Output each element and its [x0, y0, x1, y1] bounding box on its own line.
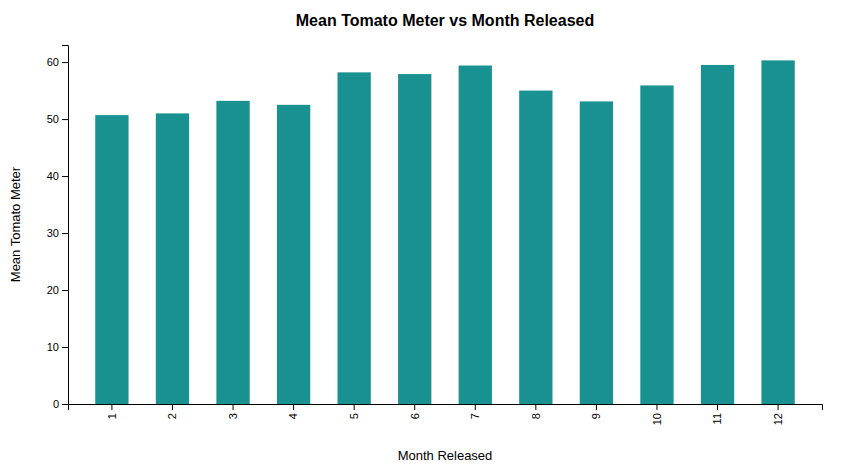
y-tick-label: 50: [47, 113, 59, 125]
y-axis-line: [62, 46, 69, 405]
y-axis-title: Mean Tomato Meter: [8, 166, 23, 282]
x-tick-mark: [778, 404, 779, 410]
x-tick-mark: [233, 404, 234, 410]
x-tick-label: 1: [106, 413, 118, 419]
y-tick-mark: [62, 404, 68, 405]
x-tick-label: 12: [772, 413, 784, 425]
y-tick-mark: [62, 347, 68, 348]
x-tick-mark: [293, 404, 294, 410]
y-tick-label: 20: [47, 284, 59, 296]
x-tick: 1: [106, 404, 118, 419]
y-tick: 60: [47, 56, 68, 68]
x-tick-label: 6: [409, 413, 421, 419]
y-tick-mark: [62, 176, 68, 177]
y-tick: 0: [53, 398, 68, 410]
bar: [95, 115, 128, 404]
bar: [277, 105, 310, 404]
bar: [519, 91, 552, 404]
y-tick-mark: [62, 62, 68, 63]
y-tick-label: 60: [47, 56, 59, 68]
x-tick: 8: [530, 404, 542, 419]
x-tick: 3: [227, 404, 239, 419]
x-tick-mark: [717, 404, 718, 410]
x-tick-label: 2: [166, 413, 178, 419]
x-tick-label: 9: [590, 413, 602, 419]
x-tick-mark: [535, 404, 536, 410]
y-tick-mark: [62, 290, 68, 291]
chart: 1234567891011120102030405060Mean Tomato …: [0, 0, 842, 472]
x-axis-line: [69, 405, 823, 411]
x-tick-mark: [656, 404, 657, 410]
title: Mean Tomato Meter vs Month Released: [296, 12, 594, 29]
bar: [761, 60, 794, 404]
y-tick: 40: [47, 170, 68, 182]
x-tick: 6: [409, 404, 421, 419]
x-tick: 7: [469, 404, 481, 419]
y-tick-label: 30: [47, 227, 59, 239]
x-tick-label: 10: [651, 413, 663, 425]
x-tick-label: 11: [711, 413, 723, 424]
x-tick: 10: [651, 404, 663, 425]
y-tick-mark: [62, 119, 68, 120]
y-tick-mark: [62, 233, 68, 234]
x-tick: 9: [590, 404, 602, 419]
bar: [338, 72, 371, 404]
x-tick-label: 7: [469, 413, 481, 419]
x-tick-label: 3: [227, 413, 239, 419]
x-tick-label: 8: [530, 413, 542, 419]
x-tick-mark: [354, 404, 355, 410]
x-tick: 4: [287, 404, 299, 419]
x-tick-mark: [111, 404, 112, 410]
y-tick: 50: [47, 113, 68, 125]
x-tick-mark: [596, 404, 597, 410]
x-tick-mark: [172, 404, 173, 410]
plot: 1234567891011120102030405060: [47, 46, 823, 426]
x-tick: 12: [772, 404, 784, 425]
bar: [459, 66, 492, 404]
y-tick-label: 0: [53, 398, 59, 410]
y-tick-label: 40: [47, 170, 59, 182]
bar: [640, 85, 673, 404]
y-tick: 20: [47, 284, 68, 296]
x-tick: 5: [348, 404, 360, 419]
bar: [156, 113, 189, 404]
bars: [95, 60, 794, 404]
x-tick-mark: [414, 404, 415, 410]
y-tick: 10: [47, 341, 68, 353]
y-tick-label: 10: [47, 341, 59, 353]
x-tick-mark: [475, 404, 476, 410]
x-axis: 123456789101112: [69, 404, 823, 425]
x-tick: 2: [166, 404, 178, 419]
bar: [701, 65, 734, 404]
y-tick: 30: [47, 227, 68, 239]
x-tick-label: 4: [287, 413, 299, 419]
bar: [216, 101, 249, 404]
x-axis-title: Month Released: [398, 448, 493, 463]
x-tick-label: 5: [348, 413, 360, 419]
x-tick: 11: [711, 404, 723, 424]
y-axis: 0 10 20 30 40 50 60: [47, 46, 69, 411]
bar: [580, 101, 613, 404]
bar: [398, 74, 431, 404]
